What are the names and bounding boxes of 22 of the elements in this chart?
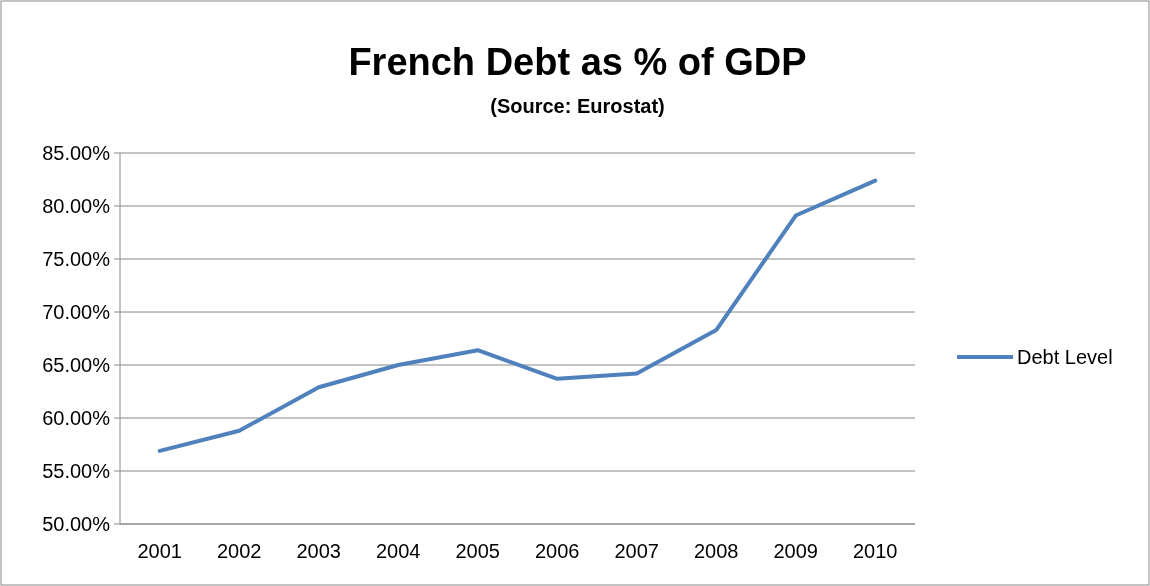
chart-subtitle: (Source: Eurostat) <box>490 95 665 117</box>
y-tick-label: 80.00% <box>42 195 111 217</box>
legend-label: Debt Level <box>1017 346 1113 368</box>
x-tick-label: 2008 <box>694 540 739 562</box>
x-tick-label: 2007 <box>614 540 659 562</box>
y-tick-label: 50.00% <box>42 513 111 535</box>
x-tick-label: 2002 <box>217 540 262 562</box>
y-tick-label: 60.00% <box>42 407 111 429</box>
chart-title: French Debt as % of GDP <box>348 41 807 83</box>
x-tick-label: 2006 <box>535 540 580 562</box>
y-tick-label: 75.00% <box>42 248 111 270</box>
y-tick-label: 70.00% <box>42 301 111 323</box>
x-tick-label: 2010 <box>853 540 898 562</box>
x-tick-label: 2001 <box>137 540 182 562</box>
line-series <box>157 178 878 453</box>
x-tick-label: 2009 <box>773 540 818 562</box>
y-tick-label: 85.00% <box>42 142 111 164</box>
x-tick-label: 2005 <box>455 540 500 562</box>
x-tick-label: 2003 <box>296 540 341 562</box>
y-tick-label: 55.00% <box>42 460 111 482</box>
y-tick-label: 65.00% <box>42 354 111 376</box>
x-tick-label: 2004 <box>376 540 421 562</box>
